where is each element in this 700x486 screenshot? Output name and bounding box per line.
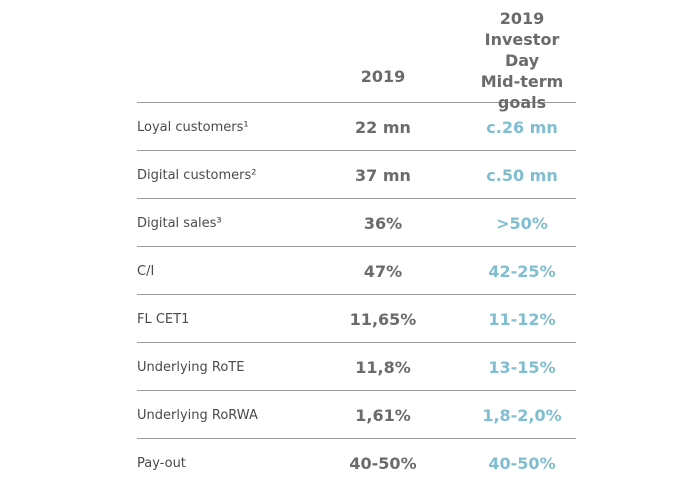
- table-row: Digital sales³ 36% >50%: [137, 199, 576, 247]
- row-goal: 13-15%: [488, 358, 556, 377]
- row-value-2019: 11,65%: [349, 310, 417, 329]
- table-row: C/I 47% 42-25%: [137, 247, 576, 295]
- row-value-2019: 11,8%: [355, 358, 411, 377]
- row-label: FL CET1: [137, 312, 190, 327]
- table-row: FL CET1 11,65% 11-12%: [137, 295, 576, 343]
- row-value-2019: 47%: [363, 262, 403, 281]
- column-header-goals: 2019 Investor Day Mid-term goals: [462, 8, 582, 113]
- row-label: Loyal customers¹: [137, 120, 249, 135]
- row-value-2019: 22 mn: [355, 118, 411, 137]
- row-label: Digital customers²: [137, 168, 257, 183]
- column-header-goals-line: 2019 Investor: [484, 9, 560, 49]
- column-header-goals-line: Day: [504, 51, 539, 70]
- column-header-goals-line: Mid-term: [480, 72, 564, 91]
- row-goal: c.26 mn: [486, 118, 558, 137]
- row-goal: >50%: [496, 214, 548, 233]
- row-label: C/I: [137, 264, 155, 279]
- row-value-2019: 40-50%: [349, 454, 417, 473]
- row-value-2019: 37 mn: [355, 166, 411, 185]
- table-row: Underlying RoTE 11,8% 13-15%: [137, 343, 576, 391]
- kpi-table: 2019 2019 Investor Day Mid-term goals Lo…: [137, 0, 576, 486]
- table-row: Digital customers² 37 mn c.50 mn: [137, 151, 576, 199]
- table-row: Pay-out 40-50% 40-50%: [137, 439, 576, 486]
- table-row: Loyal customers¹ 22 mn c.26 mn: [137, 103, 576, 151]
- row-goal: 11-12%: [488, 310, 556, 329]
- row-goal: c.50 mn: [486, 166, 558, 185]
- row-label: Pay-out: [137, 456, 186, 471]
- row-value-2019: 1,61%: [355, 406, 411, 425]
- row-goal: 40-50%: [488, 454, 556, 473]
- row-goal: 42-25%: [488, 262, 556, 281]
- row-value-2019: 36%: [363, 214, 403, 233]
- table-header: 2019 2019 Investor Day Mid-term goals: [137, 0, 576, 112]
- row-label: Underlying RoTE: [137, 360, 245, 375]
- row-label: Underlying RoRWA: [137, 408, 258, 423]
- table-row: Underlying RoRWA 1,61% 1,8-2,0%: [137, 391, 576, 439]
- column-header-goals-line: goals: [497, 93, 547, 112]
- row-label: Digital sales³: [137, 216, 222, 231]
- row-goal: 1,8-2,0%: [482, 406, 562, 425]
- column-header-2019: 2019: [360, 67, 406, 86]
